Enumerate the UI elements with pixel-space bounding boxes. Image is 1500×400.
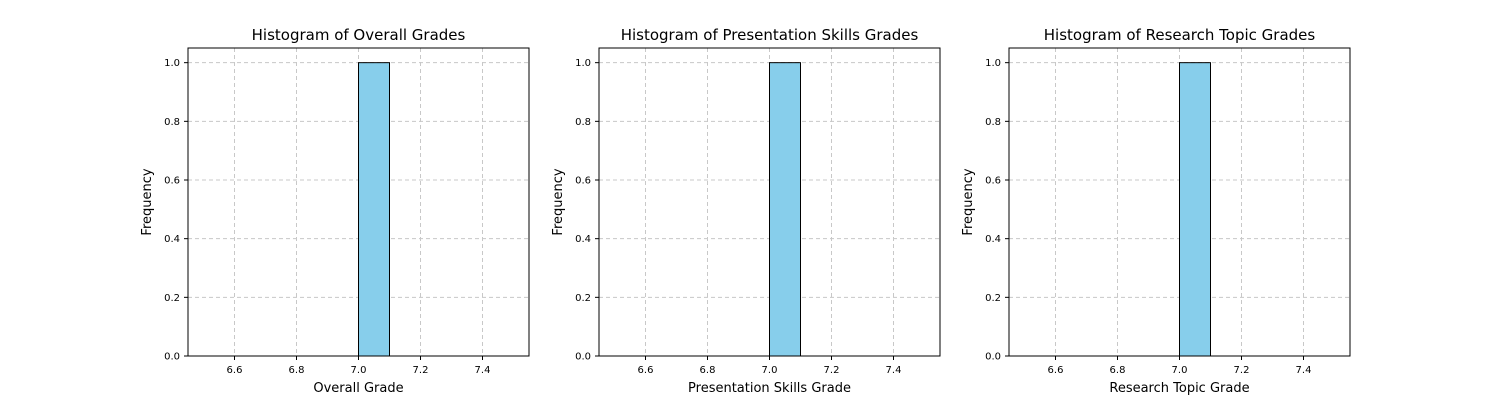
histogram-bar <box>1179 62 1211 357</box>
chart-title: Histogram of Research Topic Grades <box>1044 26 1316 44</box>
y-tick-label: 0.2 <box>985 293 1001 304</box>
x-tick-label: 6.6 <box>1048 365 1064 376</box>
x-tick-label: 6.8 <box>700 365 716 376</box>
chart-title: Histogram of Overall Grades <box>252 26 466 44</box>
y-tick-label: 0.0 <box>575 352 591 363</box>
y-tick-label: 0.0 <box>164 352 180 363</box>
y-axis-label: Frequency <box>961 168 976 235</box>
x-tick-label: 7.0 <box>762 365 778 376</box>
x-tick-label: 6.8 <box>1110 365 1126 376</box>
histogram-panel-2: 6.6 6.8 7.0 7.2 7.4 0.0 0.2 0.4 0.6 0.8 1.0 Histogr… <box>551 26 941 396</box>
x-tick-label: 6.6 <box>638 365 654 376</box>
y-axis-label: Frequency <box>140 168 155 235</box>
chart-title: Histogram of Presentation Skills Grades <box>621 26 919 44</box>
y-tick-label: 0.4 <box>985 234 1001 245</box>
histogram-bar <box>358 62 390 357</box>
x-tick-label: 7.2 <box>824 365 840 376</box>
y-tick-label: 0.6 <box>164 176 180 187</box>
x-tick-label: 7.0 <box>1172 365 1188 376</box>
histogram-bar <box>769 62 801 357</box>
x-tick-label: 7.4 <box>475 365 491 376</box>
y-tick-label: 1.0 <box>985 58 1001 69</box>
histogram-panel-1: 6.6 6.8 7.0 7.2 7.4 0.0 0.2 0.4 0.6 0.8 1.0 Histogr… <box>140 26 530 396</box>
x-tick-label: 6.8 <box>289 365 305 376</box>
y-tick-label: 0.2 <box>575 293 591 304</box>
y-tick-label: 0.8 <box>164 117 180 128</box>
y-tick-label: 0.2 <box>164 293 180 304</box>
x-tick-label: 7.2 <box>413 365 429 376</box>
y-tick-label: 0.4 <box>575 234 591 245</box>
x-tick-label: 7.0 <box>351 365 367 376</box>
y-tick-label: 0.6 <box>575 176 591 187</box>
y-tick-label: 0.8 <box>985 117 1001 128</box>
x-axis-label: Presentation Skills Grade <box>688 381 851 396</box>
x-tick-label: 7.2 <box>1234 365 1250 376</box>
x-tick-label: 7.4 <box>1296 365 1312 376</box>
x-tick-label: 7.4 <box>886 365 902 376</box>
y-axis-label: Frequency <box>551 168 566 235</box>
x-axis-label: Research Topic Grade <box>1109 381 1249 396</box>
x-axis-label: Overall Grade <box>313 381 403 396</box>
y-tick-label: 0.8 <box>575 117 591 128</box>
histogram-panel-3: 6.6 6.8 7.0 7.2 7.4 0.0 0.2 0.4 0.6 0.8 1.0 Histogr… <box>961 26 1351 396</box>
y-tick-label: 1.0 <box>164 58 180 69</box>
y-tick-label: 0.4 <box>164 234 180 245</box>
y-tick-label: 1.0 <box>575 58 591 69</box>
x-tick-label: 6.6 <box>227 365 243 376</box>
y-tick-label: 0.6 <box>985 176 1001 187</box>
y-tick-label: 0.0 <box>985 352 1001 363</box>
